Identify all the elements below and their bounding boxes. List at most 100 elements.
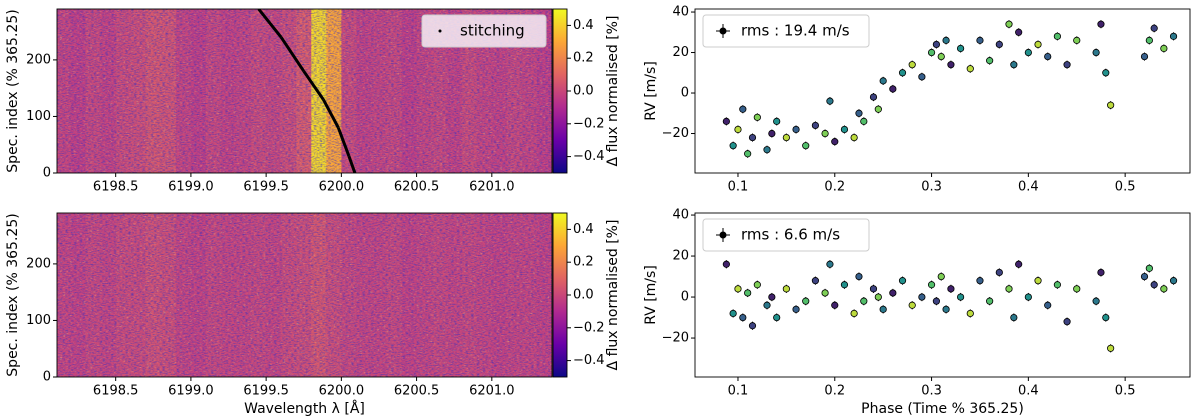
colorbar-tick-label: −0.2	[573, 116, 605, 131]
point	[729, 142, 737, 150]
x-tick-label: 6201.0	[469, 180, 515, 195]
point	[763, 146, 771, 154]
y-axis-label: Spec. index (% 365.25)	[5, 213, 21, 376]
point	[918, 293, 926, 301]
point	[831, 301, 839, 309]
point	[840, 281, 849, 289]
y-tick-label: 40	[672, 5, 689, 20]
point	[753, 281, 761, 289]
point	[734, 125, 742, 134]
point	[1092, 48, 1100, 57]
point	[860, 297, 868, 305]
point	[729, 309, 737, 318]
point	[937, 52, 945, 61]
point	[722, 260, 730, 268]
x-tick-label: 0.2	[824, 384, 845, 399]
point	[1102, 313, 1110, 322]
point	[986, 297, 994, 305]
point	[898, 69, 907, 77]
x-tick-label: 6199.0	[168, 384, 214, 399]
x-tick-label: 0.2	[824, 180, 845, 195]
point	[792, 125, 800, 134]
y-axis-label: RV [m/s]	[643, 265, 659, 325]
x-tick-label: 0.1	[728, 384, 749, 399]
point	[1150, 281, 1158, 289]
texture	[57, 213, 552, 377]
point	[898, 277, 907, 285]
point	[986, 57, 994, 65]
y-tick-label: −20	[662, 331, 689, 346]
point	[1145, 264, 1153, 272]
point	[811, 121, 820, 130]
x-axis-label: Phase (Time % 365.25)	[861, 401, 1024, 417]
x-tick-label: 0.4	[1018, 384, 1039, 399]
legend-marker	[719, 231, 727, 239]
legend-label: rms : 6.6 m/s	[741, 226, 840, 244]
point	[879, 77, 887, 85]
colorbar-tick-label: 0.2	[573, 51, 594, 66]
y-tick-label: 100	[26, 109, 51, 124]
point	[792, 305, 800, 313]
stitching-segment	[279, 36, 305, 73]
legend-label: stitching	[460, 22, 525, 40]
axes-frame	[56, 8, 553, 174]
point	[947, 285, 955, 293]
point	[937, 272, 945, 281]
point	[768, 129, 776, 138]
stitching-segment	[302, 70, 325, 101]
point	[768, 293, 776, 301]
point	[966, 65, 974, 73]
colorbar-label: Δ flux normalised [%]	[605, 16, 621, 167]
point	[739, 313, 747, 322]
y-tick-label: 0	[681, 290, 689, 305]
point	[957, 293, 965, 301]
point	[850, 309, 858, 318]
point	[1005, 285, 1013, 293]
point	[942, 36, 950, 44]
x-tick-label: 6200.0	[319, 384, 365, 399]
point	[811, 277, 820, 285]
point	[1024, 293, 1032, 301]
legend-marker	[438, 29, 442, 33]
point	[1010, 313, 1018, 322]
y-tick-label: 200	[26, 256, 51, 271]
point	[802, 297, 810, 305]
point	[831, 138, 839, 146]
plot-area	[722, 20, 1178, 158]
colorbar-tick-label: 0.0	[573, 288, 594, 303]
y-axis-label: RV [m/s]	[643, 61, 659, 121]
colorbar-tick-label: −0.2	[573, 320, 605, 335]
axes-frame	[694, 212, 1191, 378]
point	[860, 117, 868, 125]
y-tick-label: 200	[26, 52, 51, 67]
point	[908, 61, 916, 69]
y-tick-label: −20	[662, 126, 689, 141]
point	[932, 40, 941, 49]
colorbar-label: Δ flux normalised [%]	[605, 220, 621, 371]
point	[1034, 40, 1042, 49]
point	[744, 150, 752, 158]
x-tick-label: 0.3	[921, 180, 942, 195]
point	[744, 289, 752, 297]
colorbar-tick-label: −0.4	[573, 149, 605, 164]
point	[942, 305, 950, 313]
stitching-segment	[321, 98, 340, 129]
point	[826, 260, 834, 268]
point	[874, 105, 882, 113]
x-tick-label: 0.3	[921, 384, 942, 399]
point	[1169, 32, 1178, 40]
point	[889, 289, 897, 297]
point	[1140, 52, 1149, 61]
stitching-segment	[347, 155, 357, 173]
legend-marker	[719, 27, 727, 35]
x-axis-label: Wavelength λ [Å]	[244, 400, 365, 417]
plot-area	[57, 213, 552, 377]
legend-box	[702, 14, 870, 48]
point	[1034, 277, 1042, 285]
point	[1044, 52, 1052, 61]
x-tick-label: 0.5	[1115, 384, 1136, 399]
point	[855, 109, 863, 117]
point	[748, 322, 757, 330]
point	[1092, 297, 1100, 305]
axes-frame	[694, 8, 1191, 174]
